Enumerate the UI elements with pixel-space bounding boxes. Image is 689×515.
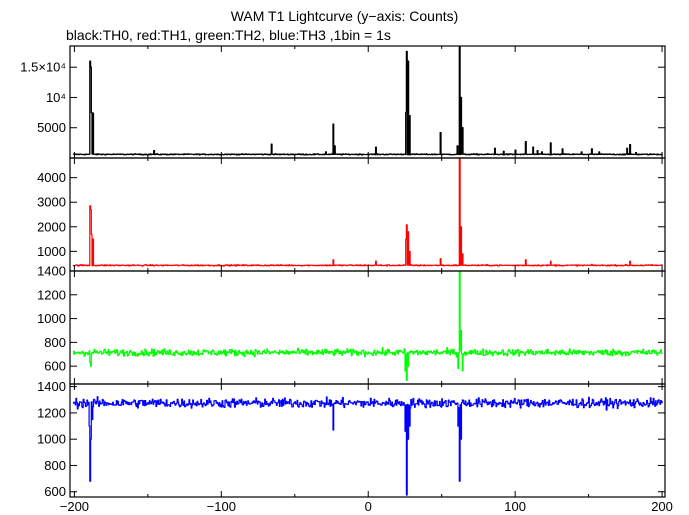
chart-title: WAM T1 Lightcurve (y−axis: Counts) <box>230 8 459 24</box>
series-th0-line <box>72 45 663 156</box>
series-th2-line <box>72 270 663 381</box>
ytick-label-th2-4: 1400 <box>37 264 66 279</box>
ytick-label-th2-1: 800 <box>44 335 66 350</box>
ytick-label-th3-2: 1000 <box>37 432 66 447</box>
ytick-label-th2-0: 600 <box>44 359 66 374</box>
ytick-label-th1-0: 1000 <box>37 244 66 259</box>
xtick-label-2: 0 <box>365 499 372 514</box>
ytick-label-th0-2: 1.5×10⁴ <box>20 60 66 75</box>
panel-frame-th1 <box>69 157 666 272</box>
xtick-label-4: 200 <box>651 499 673 514</box>
ytick-label-th1-2: 3000 <box>37 195 66 210</box>
panel-frame-th3 <box>69 383 666 498</box>
ytick-label-th1-1: 2000 <box>37 219 66 234</box>
ytick-label-th0-0: 5000 <box>37 120 66 135</box>
xtick-label-1: −100 <box>207 499 236 514</box>
ytick-label-th3-4: 1400 <box>37 379 66 394</box>
xtick-label-3: 100 <box>504 499 526 514</box>
series-th1-line <box>72 157 663 267</box>
ytick-label-th2-3: 1200 <box>37 287 66 302</box>
xtick-label-0: −200 <box>60 499 89 514</box>
panel-frame-th0 <box>69 45 666 159</box>
panel-frame-th2 <box>69 270 666 385</box>
ytick-label-th0-1: 10⁴ <box>46 90 66 105</box>
ytick-label-th3-1: 800 <box>44 458 66 473</box>
chart-subtitle: black:TH0, red:TH1, green:TH2, blue:TH3 … <box>66 27 391 43</box>
ytick-label-th1-3: 4000 <box>37 170 66 185</box>
ytick-label-th3-0: 600 <box>44 484 66 499</box>
ytick-label-th2-2: 1000 <box>37 311 66 326</box>
series-th3-line <box>72 396 663 496</box>
ytick-label-th3-3: 1200 <box>37 405 66 420</box>
